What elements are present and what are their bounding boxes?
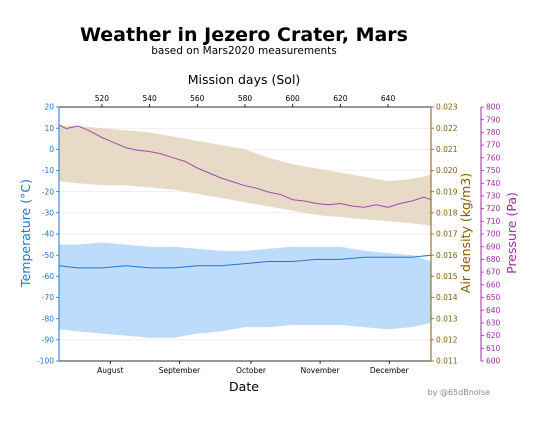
- temperature-tick-label: 0: [49, 145, 54, 154]
- pressure-tick-label: 770: [486, 141, 501, 150]
- density-range-band: [59, 126, 431, 226]
- temperature-tick-label: 20: [44, 103, 54, 112]
- density-tick-label: 0.015: [436, 272, 458, 281]
- pressure-line: [58, 124, 432, 208]
- temperature-tick-label: -80: [42, 314, 54, 323]
- temperature-tick-label: -70: [42, 293, 54, 302]
- density-tick-label: 0.012: [436, 335, 458, 344]
- temperature-tick-label: -20: [42, 187, 54, 196]
- sol-tick-label: 540: [142, 94, 157, 103]
- density-tick-label: 0.014: [436, 293, 458, 302]
- temperature-line: [58, 254, 432, 269]
- temperature-tick-label: -50: [42, 251, 54, 260]
- pressure-tick-label: 710: [486, 217, 501, 226]
- pressure-axis-title: Pressure (Pa): [504, 192, 519, 274]
- sol-tick-label: 520: [95, 94, 110, 103]
- pressure-tick-label: 630: [486, 319, 501, 328]
- pressure-tick-label: 610: [486, 344, 501, 353]
- density-tick-label: 0.023: [436, 103, 458, 112]
- density-tick-label: 0.020: [436, 166, 458, 175]
- sol-tick-label: 560: [190, 94, 205, 103]
- density-tick-label: 0.016: [436, 251, 458, 260]
- temperature-tick-label: -90: [42, 335, 54, 344]
- density-tick-label: 0.013: [436, 314, 458, 323]
- pressure-tick-label: 750: [486, 166, 501, 175]
- density-tick-label: 0.019: [436, 187, 458, 196]
- pressure-tick-label: 780: [486, 128, 501, 137]
- density-tick-label: 0.018: [436, 208, 458, 217]
- pressure-tick-label: 700: [486, 230, 501, 239]
- temperature-tick-label: -60: [42, 272, 54, 281]
- pressure-tick-label: 720: [486, 204, 501, 213]
- pressure-tick-label: 690: [486, 242, 501, 251]
- pressure-tick-label: 670: [486, 268, 501, 277]
- pressure-tick-label: 760: [486, 153, 501, 162]
- pressure-tick-label: 620: [486, 331, 501, 340]
- pressure-tick-label: 740: [486, 179, 501, 188]
- temperature-tick-label: -40: [42, 230, 54, 239]
- density-axis-title: Air density (kg/m3): [458, 173, 473, 293]
- density-tick-label: 0.017: [436, 230, 458, 239]
- pressure-tick-label: 800: [486, 103, 501, 112]
- sol-tick-label: 580: [238, 94, 253, 103]
- sol-tick-label: 600: [286, 94, 301, 103]
- month-tick-label: October: [236, 366, 267, 375]
- temperature-tick-label: -100: [37, 357, 54, 366]
- pressure-tick-label: 600: [486, 357, 501, 366]
- bottom-axis-title: Date: [229, 379, 259, 394]
- pressure-tick-label: 650: [486, 293, 501, 302]
- pressure-tick-label: 640: [486, 306, 501, 315]
- density-tick-label: 0.011: [436, 357, 458, 366]
- plot-area: -100-90-80-70-60-50-40-30-20-10010200.01…: [37, 94, 501, 375]
- credit-text: by @65dBnoise: [428, 388, 490, 397]
- pressure-tick-label: 680: [486, 255, 501, 264]
- chart-title: Weather in Jezero Crater, Mars: [80, 24, 408, 46]
- sol-tick-label: 640: [381, 94, 396, 103]
- sol-tick-label: 620: [333, 94, 348, 103]
- temperature-axis-title: Temperature (°C): [18, 179, 33, 288]
- chart-subtitle: based on Mars2020 measurements: [151, 45, 337, 57]
- density-tick-label: 0.021: [436, 145, 458, 154]
- month-tick-label: December: [370, 366, 410, 375]
- temperature-range-band: [59, 242, 431, 338]
- pressure-tick-label: 660: [486, 280, 501, 289]
- temperature-tick-label: -30: [42, 208, 54, 217]
- temperature-tick-label: 10: [44, 124, 54, 133]
- pressure-tick-label: 730: [486, 192, 501, 201]
- month-tick-label: November: [301, 366, 341, 375]
- month-tick-label: September: [159, 366, 201, 375]
- temperature-tick-label: -10: [42, 166, 54, 175]
- density-tick-label: 0.022: [436, 124, 458, 133]
- top-axis-title: Mission days (Sol): [188, 72, 301, 87]
- month-tick-label: August: [97, 366, 123, 375]
- pressure-tick-label: 790: [486, 115, 501, 124]
